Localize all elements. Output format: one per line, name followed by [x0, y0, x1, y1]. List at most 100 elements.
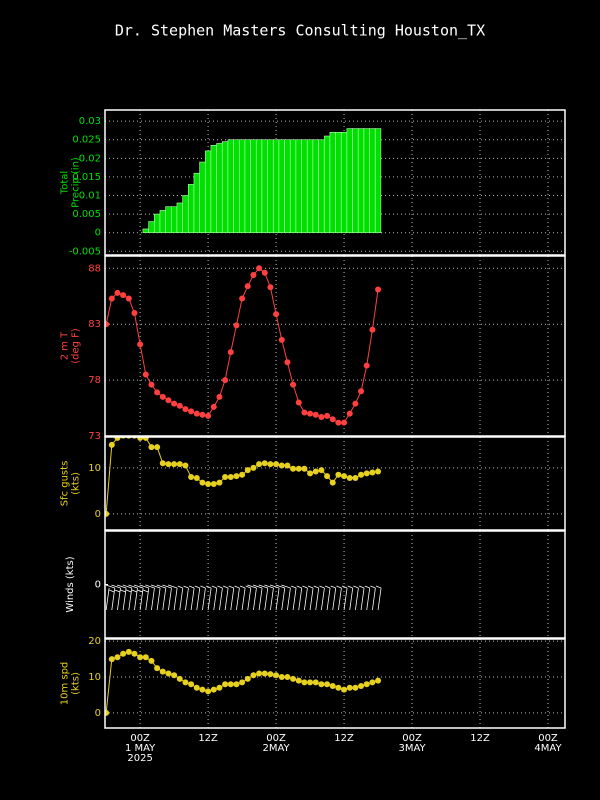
point — [375, 677, 382, 684]
bar — [182, 195, 189, 233]
y-tick-label: 0 — [95, 580, 101, 591]
x-tick-line: 3MAY — [398, 743, 426, 754]
y-tick-label: 0.01 — [79, 191, 101, 202]
wind-barb — [264, 584, 274, 611]
wind-barb — [275, 584, 286, 611]
panel-frame — [104, 530, 566, 639]
y-axis-label: Precip (in) — [71, 157, 82, 208]
point — [108, 441, 115, 448]
wind-barb — [183, 585, 189, 611]
wind-barb — [122, 584, 133, 611]
point — [363, 362, 370, 369]
point — [137, 341, 144, 348]
panel-frame — [104, 255, 566, 437]
bar — [148, 221, 155, 233]
y-axis-label: 10m spd — [60, 662, 71, 706]
y-axis-label: (kts) — [71, 672, 82, 695]
wind-barb — [330, 585, 337, 611]
bar — [363, 128, 370, 233]
wind-barb — [217, 585, 223, 611]
point — [256, 265, 263, 272]
wind-barb — [194, 585, 201, 611]
x-tick-label: 00Z 4MAY — [534, 733, 562, 754]
point — [329, 479, 336, 486]
point — [358, 471, 365, 478]
bar — [278, 139, 285, 233]
point — [273, 672, 280, 679]
x-tick-line: 00Z — [402, 733, 422, 744]
bar — [352, 128, 359, 233]
point — [290, 381, 297, 388]
wind-barb — [228, 585, 235, 611]
point — [105, 709, 110, 716]
panel-frame — [104, 638, 566, 729]
point — [267, 284, 274, 291]
point — [210, 480, 217, 487]
point — [148, 381, 155, 388]
y-axis-label: Winds (kts) — [65, 556, 76, 612]
point — [199, 411, 206, 418]
point — [278, 462, 285, 469]
point — [346, 474, 353, 481]
panel — [105, 531, 549, 638]
point — [352, 474, 359, 481]
point — [154, 665, 161, 672]
bar — [159, 210, 166, 233]
point — [267, 671, 274, 678]
point — [154, 389, 161, 396]
x-tick-line: 4MAY — [534, 743, 562, 754]
wind-barb — [341, 585, 348, 611]
bar — [346, 128, 353, 233]
wind-barb — [375, 585, 382, 611]
point — [142, 437, 149, 441]
y-tick-label: 73 — [88, 431, 101, 442]
point — [233, 681, 240, 688]
point — [159, 668, 166, 675]
point — [256, 461, 263, 468]
point — [199, 479, 206, 486]
point — [171, 461, 178, 468]
point — [125, 648, 132, 655]
wind-barb — [336, 585, 342, 611]
point — [318, 413, 325, 420]
wind-barb — [370, 585, 376, 611]
point — [352, 684, 359, 691]
point — [273, 311, 280, 318]
panel — [105, 437, 565, 530]
point — [210, 403, 217, 410]
bar — [227, 139, 234, 233]
bar — [284, 139, 291, 233]
line — [105, 267, 379, 424]
point — [363, 470, 370, 477]
point — [142, 654, 149, 661]
point — [131, 650, 138, 657]
wind-barb — [222, 585, 229, 611]
point — [244, 283, 251, 290]
bar — [165, 206, 172, 233]
point — [346, 684, 353, 691]
y-tick-label: 0 — [95, 509, 101, 520]
wind-barb — [252, 584, 263, 611]
point — [301, 465, 308, 472]
wind-barb — [239, 585, 246, 611]
wind-barb — [347, 585, 354, 611]
point — [148, 657, 155, 664]
point — [369, 326, 376, 333]
point — [267, 461, 274, 468]
point — [312, 411, 319, 418]
x-tick-line: 00Z — [538, 733, 558, 744]
point — [324, 473, 331, 480]
point — [108, 295, 115, 302]
point — [329, 416, 336, 423]
wind-barb — [111, 584, 121, 611]
bar — [199, 161, 206, 233]
x-tick-line: 00Z — [266, 733, 286, 744]
bar — [340, 132, 348, 233]
wind-barb — [245, 585, 252, 611]
y-tick-label: 83 — [88, 319, 101, 330]
point — [375, 286, 382, 293]
y-axis-label: Sfc gusts — [60, 461, 71, 507]
y-tick-label: 0.025 — [72, 135, 101, 146]
point — [188, 408, 195, 415]
